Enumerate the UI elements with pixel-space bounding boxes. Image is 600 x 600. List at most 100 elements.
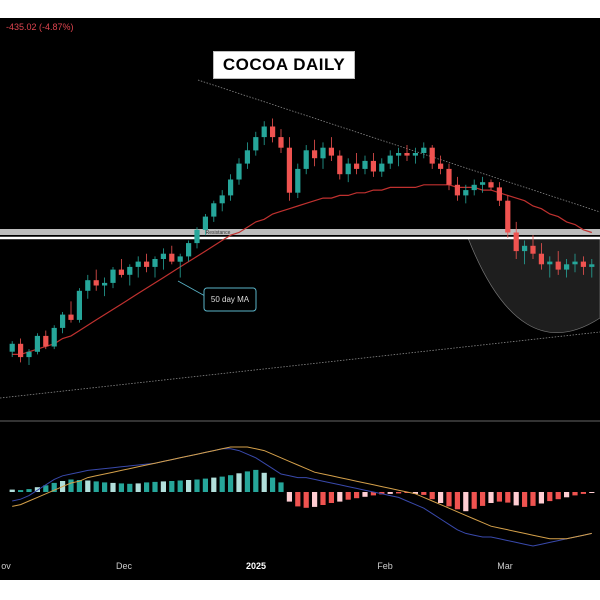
candle-body bbox=[438, 163, 444, 169]
candle-body bbox=[228, 179, 234, 196]
ma-50-line bbox=[12, 184, 592, 355]
macd-histogram-bar bbox=[572, 492, 578, 496]
macd-histogram-bar bbox=[244, 471, 250, 492]
candle-body bbox=[387, 155, 393, 164]
macd-histogram-bar bbox=[278, 482, 284, 492]
macd-histogram-bar bbox=[564, 492, 570, 498]
price-change-readout: -435.02 (-4.87%) bbox=[6, 22, 74, 32]
macd-histogram-bar bbox=[110, 482, 116, 492]
candle-body bbox=[572, 261, 578, 265]
macd-histogram-bar bbox=[421, 492, 427, 495]
candle-body bbox=[303, 150, 309, 169]
x-axis-tick-label: ov bbox=[1, 561, 11, 571]
candle-body bbox=[43, 335, 49, 347]
candle-body bbox=[127, 266, 133, 275]
x-axis-tick-label: Dec bbox=[116, 561, 133, 571]
macd-histogram-bar bbox=[144, 482, 150, 492]
macd-histogram-bar bbox=[471, 492, 477, 509]
candle-body bbox=[278, 137, 284, 148]
ascending-trendline bbox=[0, 331, 600, 399]
macd-histogram-bar bbox=[118, 483, 124, 492]
candle-body bbox=[404, 153, 410, 156]
macd-histogram-bar bbox=[127, 483, 133, 492]
candle-body bbox=[513, 232, 519, 252]
candle-body bbox=[555, 261, 561, 270]
candle-body bbox=[454, 184, 460, 196]
candle-body bbox=[538, 253, 544, 265]
macd-histogram-bar bbox=[412, 492, 418, 494]
macd-histogram-bar bbox=[18, 490, 24, 492]
candle-body bbox=[530, 245, 536, 254]
macd-histogram-bar bbox=[76, 480, 82, 492]
macd-histogram-bar bbox=[547, 492, 553, 502]
macd-histogram-bar bbox=[26, 489, 32, 492]
resistance-band bbox=[0, 229, 600, 235]
macd-histogram-bar bbox=[530, 492, 536, 506]
candle-body bbox=[488, 182, 494, 188]
macd-histogram-bar bbox=[522, 492, 528, 507]
macd-histogram-bar bbox=[51, 482, 57, 492]
macd-histogram-bar bbox=[286, 492, 292, 502]
ma-callout-label: 50 day MA bbox=[211, 295, 250, 304]
candle-body bbox=[345, 163, 351, 175]
macd-histogram-bar bbox=[396, 492, 402, 494]
chart-frame bbox=[0, 18, 600, 580]
rounded-bottom-pattern bbox=[467, 237, 600, 333]
candle-body bbox=[446, 168, 452, 185]
candle-body bbox=[471, 184, 477, 191]
macd-histogram-bar bbox=[446, 492, 452, 507]
candle-body bbox=[564, 264, 570, 270]
macd-histogram-bar bbox=[580, 492, 586, 494]
candle-body bbox=[93, 280, 99, 286]
candle-body bbox=[354, 163, 360, 169]
candle-body bbox=[202, 216, 208, 230]
macd-histogram-bar bbox=[379, 492, 385, 495]
ma-callout-pointer bbox=[177, 280, 206, 297]
signal-line bbox=[12, 446, 592, 540]
candle-body bbox=[177, 256, 183, 262]
macd-histogram-bar bbox=[85, 480, 91, 492]
candle-body bbox=[379, 163, 385, 172]
macd-histogram-bar bbox=[320, 492, 326, 505]
ma-callout-box bbox=[203, 287, 257, 312]
macd-histogram-bar bbox=[295, 492, 301, 507]
candle-body bbox=[580, 261, 586, 267]
macd-histogram-bar bbox=[169, 481, 175, 492]
candle-body bbox=[102, 282, 108, 286]
candle-body bbox=[144, 261, 150, 267]
candle-body bbox=[286, 147, 292, 193]
candle-body bbox=[320, 147, 326, 159]
bottom-white-bar bbox=[0, 580, 600, 600]
macd-histogram-bar bbox=[34, 487, 40, 492]
macd-histogram-bar bbox=[513, 492, 519, 506]
candle-body bbox=[370, 160, 376, 172]
macd-histogram-bar bbox=[9, 489, 15, 492]
candle-body bbox=[152, 259, 158, 267]
macd-histogram-bar bbox=[454, 492, 460, 510]
candle-body bbox=[18, 343, 24, 358]
chart-title: COCOA DAILY bbox=[213, 51, 355, 79]
candle-body bbox=[429, 147, 435, 164]
x-axis-tick-label: Feb bbox=[377, 561, 393, 571]
candle-body bbox=[328, 147, 334, 156]
x-axis-tick-label: 2025 bbox=[246, 561, 266, 571]
macd-histogram-bar bbox=[463, 492, 469, 512]
macd-histogram-bar bbox=[68, 479, 74, 492]
macd-histogram-bar bbox=[362, 492, 368, 497]
candle-body bbox=[169, 253, 175, 262]
candle-body bbox=[396, 153, 402, 156]
macd-histogram-bar bbox=[152, 481, 158, 492]
macd-histogram-bar bbox=[438, 492, 444, 503]
candle-body bbox=[547, 261, 553, 265]
macd-histogram-bar bbox=[303, 492, 309, 508]
candle-body bbox=[463, 190, 469, 196]
macd-histogram-bar bbox=[589, 492, 595, 493]
macd-histogram-bar bbox=[253, 469, 259, 492]
candle-body bbox=[135, 261, 141, 267]
resistance-label: Resistance bbox=[206, 230, 231, 236]
candle-body bbox=[362, 160, 368, 169]
macd-histogram-bar bbox=[211, 477, 217, 492]
candle-body bbox=[412, 153, 418, 156]
candle-body bbox=[505, 200, 511, 233]
macd-histogram-bar bbox=[186, 480, 192, 492]
